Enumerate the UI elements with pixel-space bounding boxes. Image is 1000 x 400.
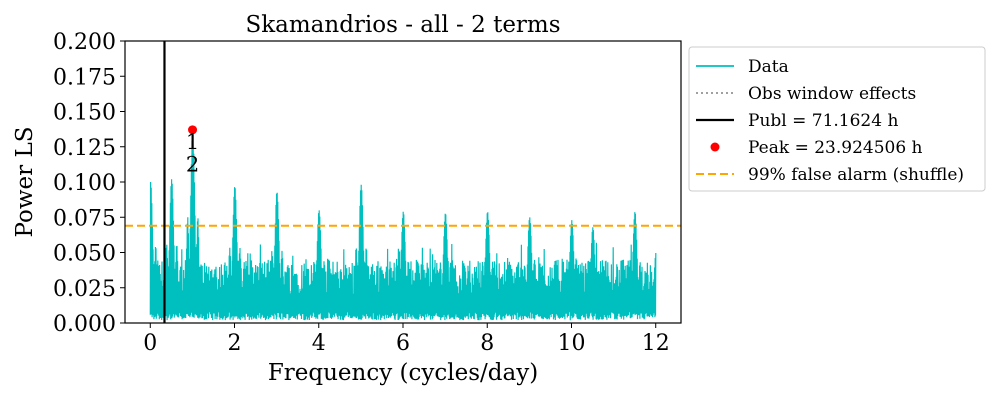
y-tick-label: 0.200 [53, 30, 116, 55]
legend-box [688, 46, 986, 192]
y-tick-label: 0.125 [53, 136, 116, 161]
x-tick-label: 10 [557, 331, 585, 356]
y-tick-label: 0.025 [53, 277, 116, 302]
peak-annotation-1: 1 [186, 130, 199, 154]
plot-area: 12 [125, 41, 681, 323]
peak-annotation-2: 2 [186, 153, 199, 177]
y-tick-label: 0.050 [53, 242, 116, 267]
legend-label-4: Peak = 23.924506 h [748, 138, 923, 158]
legend-label-1: Data [748, 57, 789, 77]
x-tick-label: 2 [228, 331, 242, 356]
x-axis-title: Frequency (cycles/day) [268, 360, 538, 386]
legend-label-2: Obs window effects [748, 84, 916, 104]
y-tick-label: 0.075 [53, 206, 116, 231]
y-tick-label: 0.175 [53, 65, 116, 90]
legend-peak-swatch [710, 142, 720, 152]
y-axis-title: Power LS [12, 126, 38, 237]
x-tick-label: 8 [480, 331, 494, 356]
peak-marker [188, 125, 198, 135]
x-tick-label: 12 [642, 331, 670, 356]
legend-label-5: 99% false alarm (shuffle) [748, 165, 964, 185]
x-tick-label: 6 [396, 331, 410, 356]
legend-label-3: Publ = 71.1624 h [748, 111, 898, 131]
x-tick-label: 4 [312, 331, 326, 356]
chart-title: Skamandrios - all - 2 terms [245, 12, 560, 38]
data-series-line [149, 130, 657, 321]
legend: Data Obs window effects Publ = 71.1624 h Pe… [688, 46, 986, 192]
axis-ticks: 0 2 4 6 8 10 120.0000.0250.0500.0750.1000.1250… [53, 30, 670, 356]
x-tick-label: 0 [143, 331, 157, 356]
y-tick-label: 0.100 [53, 171, 116, 196]
y-tick-label: 0.000 [53, 312, 116, 337]
y-tick-label: 0.150 [53, 101, 116, 126]
